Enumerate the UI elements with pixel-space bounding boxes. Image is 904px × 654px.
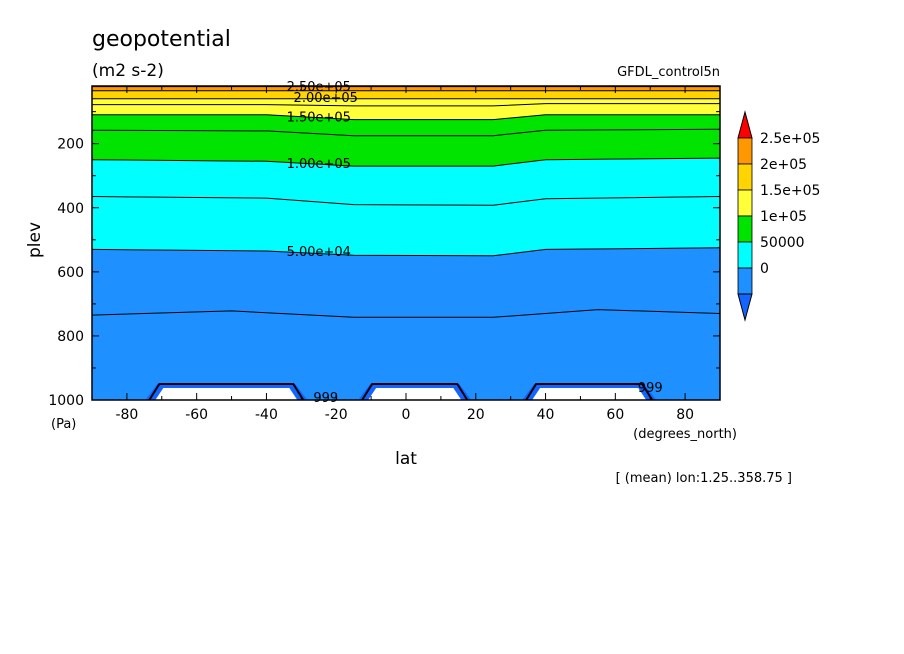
axes: -80 -60 -40 -20 0 20 40 60 80 200 400 600 800 1000 xyxy=(48,85,721,423)
contour-label-2: 1.50e+05 xyxy=(287,110,351,125)
contour-labels: 2.50e+052.00e+05 1.50e+05 1.00e+05 5.00e+04… xyxy=(287,80,663,406)
contour-label-1: 2.00e+05 xyxy=(294,91,358,106)
chart-title: geopotential xyxy=(92,27,231,52)
missing-region-2 xyxy=(532,387,647,400)
x-tick-label: 20 xyxy=(467,407,485,423)
contour-label-5: 999 xyxy=(313,391,338,406)
colorbar-swatch-3 xyxy=(737,215,753,243)
y-tick-label: 1000 xyxy=(48,393,84,409)
y-axis-units: (Pa) xyxy=(51,417,76,432)
colorbar-under-arrow xyxy=(737,293,753,322)
x-tick-label: -40 xyxy=(255,407,278,423)
contour-label-3: 1.00e+05 xyxy=(287,157,351,172)
colorbar-label: 2e+05 xyxy=(760,157,807,173)
colorbar-label: 0 xyxy=(760,261,769,277)
missing-region-0 xyxy=(155,387,298,400)
topography-outline-0 xyxy=(148,382,305,401)
colorbar-swatch-1 xyxy=(737,163,753,191)
contour-label-4: 5.00e+04 xyxy=(287,245,351,260)
x-tick-label: 40 xyxy=(537,407,555,423)
mean-annotation: [ (mean) lon:1.25..358.75 ] xyxy=(616,471,792,486)
x-axis-title: lat xyxy=(395,449,417,469)
y-tick-label: 600 xyxy=(57,265,84,281)
contour-line-3 xyxy=(92,103,720,107)
contour-label-0: 2.50e+05 xyxy=(287,80,351,95)
colorbar-label: 2.5e+05 xyxy=(760,131,820,147)
colorbar-swatch-0 xyxy=(737,137,753,165)
colorbar-swatch-4 xyxy=(737,241,753,269)
x-tick-label: -20 xyxy=(325,407,348,423)
colorbar-label: 1.5e+05 xyxy=(760,183,820,199)
y-tick-label: 800 xyxy=(57,329,84,345)
x-tick-label: 60 xyxy=(606,407,624,423)
contour-band-9 xyxy=(92,309,720,400)
missing-region-1 xyxy=(368,387,462,400)
x-tick-label: -60 xyxy=(185,407,208,423)
topography-outline-1 xyxy=(361,382,469,401)
contour-line-8 xyxy=(91,247,721,257)
colorbar-label: 50000 xyxy=(760,235,805,251)
colorbar-swatch-5 xyxy=(737,267,753,295)
plot-area xyxy=(91,86,721,401)
colorbar-swatch-2 xyxy=(737,189,753,217)
colorbar-over-arrow xyxy=(737,110,753,139)
contour-line-7 xyxy=(91,196,721,206)
x-tick-label: -80 xyxy=(115,407,138,423)
colorbar: 2.5e+05 2e+05 1.5e+05 1e+05 50000 0 xyxy=(737,110,820,322)
x-axis-units: (degrees_north) xyxy=(633,427,737,442)
chart-units: (m2 s-2) xyxy=(92,61,164,81)
colorbar-label: 1e+05 xyxy=(760,209,807,225)
x-tick-label: 0 xyxy=(402,407,411,423)
contour-line-9 xyxy=(91,309,721,318)
contour-line-6 xyxy=(91,157,721,167)
topography-outline-2 xyxy=(525,382,654,401)
contour-line-5 xyxy=(91,128,721,137)
contour-label-6: 999 xyxy=(638,381,663,396)
source-label: GFDL_control5n xyxy=(617,65,720,80)
contour-line-4 xyxy=(92,114,720,121)
y-tick-label: 400 xyxy=(57,201,84,217)
y-axis-title: plev xyxy=(25,222,45,258)
x-tick-label: 80 xyxy=(676,407,694,423)
y-tick-label: 200 xyxy=(57,137,84,153)
